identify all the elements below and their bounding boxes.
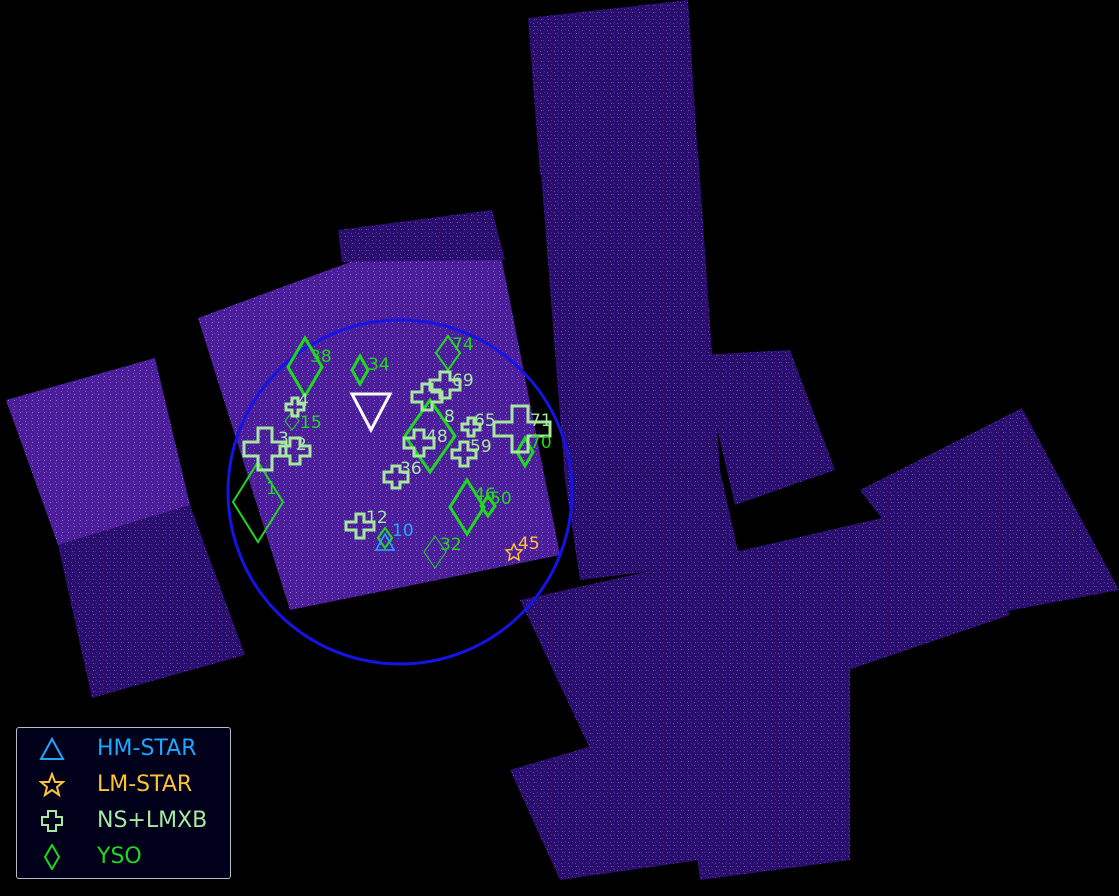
field-central — [198, 210, 560, 610]
yso-marker-big — [403, 397, 457, 475]
hm-star-marker-10 — [374, 532, 396, 551]
field-bottom-right — [680, 670, 850, 880]
source-label-59: 59 — [470, 437, 492, 457]
source-label-65: 65 — [474, 411, 496, 431]
yso-marker-74 — [434, 334, 462, 372]
field-vertical-bottom — [565, 470, 740, 580]
legend-item-lm-star: LM-STAR — [17, 770, 232, 800]
legend: HM-STAR LM-STAR NS+LMXB YSO — [16, 727, 231, 879]
legend-label-yso: YSO — [97, 844, 142, 869]
field-left-lower — [58, 505, 245, 698]
ns-marker-69 — [428, 370, 462, 400]
yso-marker-70 — [515, 434, 535, 470]
ns-marker-36 — [382, 464, 410, 490]
field-right-small — [700, 350, 835, 505]
legend-label-lm-star: LM-STAR — [97, 772, 193, 797]
ns-marker-2 — [278, 436, 312, 466]
legend-item-yso: YSO — [17, 842, 232, 872]
yso-marker-15 — [284, 411, 300, 431]
source-label-12: 12 — [366, 508, 388, 528]
source-label-10: 10 — [392, 521, 414, 541]
source-label-48: 48 — [426, 427, 448, 447]
source-label-3: 3 — [278, 429, 289, 449]
source-label-38: 38 — [310, 347, 332, 367]
ns-lmxb-markers — [242, 370, 552, 540]
source-label-8: 8 — [444, 407, 455, 427]
yso-marker-1 — [231, 460, 285, 544]
star-icon — [39, 772, 65, 798]
source-label-1: 1 — [266, 479, 277, 499]
field-central-top — [338, 210, 505, 262]
region-circle — [226, 318, 574, 666]
source-label-32: 32 — [440, 535, 462, 555]
legend-label-hm-star: HM-STAR — [97, 736, 197, 761]
source-label-15: 15 — [300, 413, 322, 433]
target-marker-icon — [349, 392, 393, 434]
source-label-34: 34 — [368, 355, 390, 375]
legend-item-hm-star: HM-STAR — [17, 734, 232, 764]
yso-marker-32 — [423, 535, 447, 569]
ns-marker-4 — [284, 396, 306, 418]
field-bottom-center — [520, 560, 850, 770]
field-vertical-mid — [540, 150, 720, 480]
source-label-70: 70 — [530, 433, 552, 453]
yso-marker-50 — [479, 493, 497, 519]
ns-marker-3 — [242, 426, 288, 472]
source-label-69: 69 — [452, 371, 474, 391]
source-label-71: 71 — [530, 411, 552, 431]
yso-marker-34 — [350, 352, 370, 388]
diamond-icon — [43, 844, 61, 870]
ns-marker-12 — [344, 512, 376, 540]
source-label-2: 2 — [296, 435, 307, 455]
legend-item-ns-lmxb: NS+LMXB — [17, 806, 232, 836]
ns-marker-8 — [410, 382, 444, 412]
legend-label-ns-lmxb: NS+LMXB — [97, 808, 208, 833]
yso-marker-38 — [286, 335, 324, 399]
ns-marker-59 — [450, 440, 478, 468]
source-label-45: 45 — [518, 534, 540, 554]
triangle-icon — [39, 736, 65, 760]
source-label-4: 4 — [298, 391, 309, 411]
field-bottom-left — [510, 720, 700, 880]
source-label-46: 46 — [474, 485, 496, 505]
detector-fields — [6, 0, 1119, 880]
lm-star-marker-45 — [504, 542, 524, 562]
yso-marker-10b — [376, 526, 394, 550]
source-label-50: 50 — [490, 489, 512, 509]
source-label-36: 36 — [400, 459, 422, 479]
ns-marker-48 — [402, 428, 436, 458]
yso-marker-46 — [448, 477, 486, 537]
cross-icon — [41, 810, 63, 832]
field-vertical-top — [528, 0, 698, 175]
yso-markers — [231, 334, 535, 569]
source-label-74: 74 — [452, 335, 474, 355]
ns-marker-71 — [492, 404, 552, 454]
field-left-upper — [6, 358, 190, 545]
ns-marker-65 — [460, 416, 482, 438]
